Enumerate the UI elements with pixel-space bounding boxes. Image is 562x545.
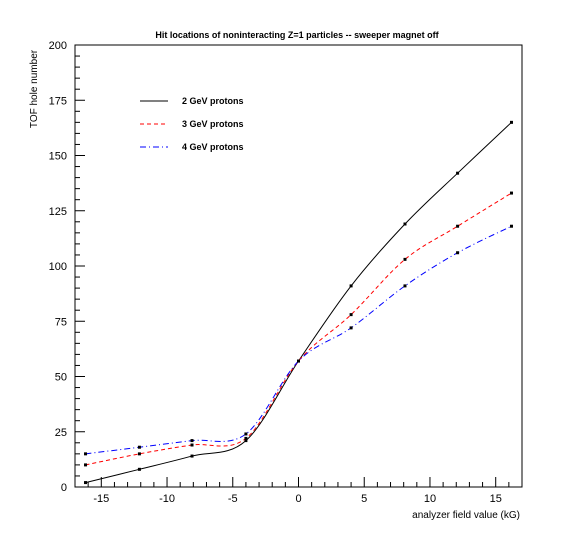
y-tick-label: 25 xyxy=(55,427,67,439)
data-point xyxy=(137,452,141,456)
data-point xyxy=(509,191,513,195)
data-point xyxy=(349,313,353,317)
data-point xyxy=(244,436,248,440)
y-tick-label: 100 xyxy=(49,261,67,273)
legend: 2 GeV protons 3 GeV protons 4 GeV protons xyxy=(140,96,244,152)
y-tick-label: 125 xyxy=(49,206,67,218)
data-point xyxy=(456,251,460,255)
plot-frame xyxy=(74,44,523,488)
legend-label: 2 GeV protons xyxy=(182,96,244,106)
x-axis-label: analyzer field value (kG) xyxy=(412,510,520,521)
data-point xyxy=(190,454,194,458)
data-point xyxy=(509,120,513,124)
x-tick-label: 5 xyxy=(361,493,367,505)
legend-label: 4 GeV protons xyxy=(182,142,244,152)
data-point xyxy=(84,452,88,456)
data-point xyxy=(84,481,88,485)
data-point xyxy=(244,432,248,436)
chart-title: Hit locations of noninteracting Z=1 part… xyxy=(155,30,439,40)
data-point xyxy=(509,224,513,228)
data-point xyxy=(456,171,460,175)
y-axis-label: TOF hole number xyxy=(29,49,40,128)
x-tick-label: 15 xyxy=(490,493,502,505)
data-point xyxy=(190,439,194,443)
series-line-3 xyxy=(85,225,512,455)
data-point xyxy=(244,439,248,443)
data-point xyxy=(456,224,460,228)
x-tick-label: 10 xyxy=(424,493,436,505)
legend-label: 3 GeV protons xyxy=(182,119,244,129)
data-point xyxy=(403,222,407,226)
data-point xyxy=(403,257,407,261)
data-point xyxy=(84,463,88,467)
series-line-1 xyxy=(85,121,512,484)
x-tick-label: -10 xyxy=(159,493,175,505)
data-point xyxy=(297,359,300,363)
y-tick-label: 50 xyxy=(55,372,67,384)
y-tick-label: 150 xyxy=(49,151,67,163)
data-point xyxy=(137,467,141,471)
series-line-2 xyxy=(85,192,512,466)
data-point xyxy=(349,326,353,330)
x-tick-label: -5 xyxy=(228,493,238,505)
y-tick-label: 75 xyxy=(55,316,67,328)
y-tick-label: 0 xyxy=(61,482,67,494)
data-point xyxy=(403,284,407,288)
data-point xyxy=(137,445,141,449)
x-tick-label: -15 xyxy=(93,493,109,505)
data-point xyxy=(349,284,353,288)
data-point xyxy=(190,443,194,447)
x-tick-label: 0 xyxy=(295,493,301,505)
series-layer xyxy=(84,120,513,485)
y-tick-label: 200 xyxy=(49,40,67,52)
y-tick-label: 175 xyxy=(49,95,67,107)
